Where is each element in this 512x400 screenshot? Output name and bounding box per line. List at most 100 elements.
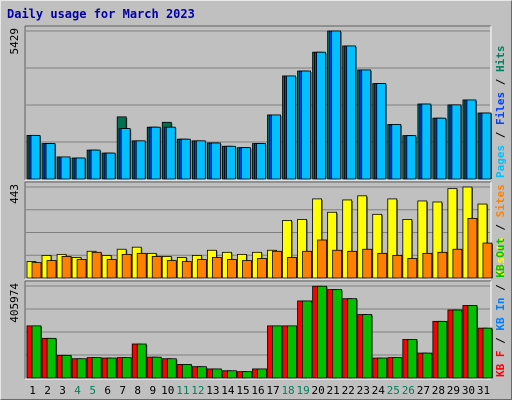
x-tick-label: 14	[221, 384, 235, 397]
x-tick-label: 27	[417, 384, 430, 397]
bar-pages	[376, 83, 387, 180]
x-tick-label: 15	[236, 384, 249, 397]
bar-pages	[90, 149, 101, 180]
legend: KB F / KB In / KB Out	[494, 238, 507, 377]
x-tick-label: 24	[372, 384, 386, 397]
bar-kb-out	[437, 320, 448, 379]
bar-pages	[391, 124, 402, 180]
bar-sites	[151, 256, 162, 279]
bar-visits	[372, 213, 383, 279]
bar-kb-out	[76, 358, 87, 379]
bar-sites	[407, 258, 418, 279]
bar-sites	[227, 259, 237, 279]
x-tick-label: 9	[149, 384, 156, 397]
bar-sites	[166, 260, 177, 279]
bar-kb-out	[196, 366, 207, 379]
bar-visits	[447, 188, 458, 279]
x-tick-label: 25	[387, 384, 400, 397]
bar-pages	[451, 104, 462, 180]
bar-sites	[482, 242, 493, 279]
bar-kb-out	[377, 357, 388, 379]
x-tick-label: 20	[312, 384, 325, 397]
bar-kb-out	[302, 300, 312, 379]
x-tick-label: 10	[161, 384, 174, 397]
bar-visits	[432, 201, 443, 279]
bar-pages	[436, 117, 447, 180]
bar-visits	[477, 203, 488, 279]
bar-kb-out	[227, 370, 237, 379]
bar-sites	[121, 253, 132, 279]
bar-pages	[361, 69, 372, 180]
bar-sites	[242, 260, 252, 279]
x-tick-label: 19	[296, 384, 309, 397]
x-tick-label: 5	[89, 384, 96, 397]
bar-sites	[211, 257, 222, 279]
legend-entry: KB In	[494, 298, 507, 331]
bar-kb-out	[151, 356, 162, 379]
bar-pages	[286, 75, 296, 180]
bar-visits	[312, 198, 323, 279]
bar-pages	[346, 45, 357, 180]
legend-separator: /	[494, 217, 507, 237]
bar-visits	[342, 199, 353, 279]
x-tick-label: 6	[104, 384, 111, 397]
y-tick-label: 405974	[8, 283, 21, 323]
x-tick-label: 11	[176, 384, 189, 397]
bar-kb-out	[392, 357, 403, 379]
bar-kb-out	[482, 327, 493, 379]
x-tick-label: 1	[29, 384, 36, 397]
bar-sites	[91, 251, 102, 279]
x-tick-label: 18	[281, 384, 294, 397]
bar-kb-out	[362, 314, 373, 379]
bar-sites	[257, 258, 267, 279]
y-tick-label: 5429	[8, 28, 21, 55]
bar-visits	[387, 198, 398, 279]
bar-pages	[466, 99, 477, 180]
bar-pages	[165, 126, 176, 180]
legend-entry: KB F	[494, 351, 507, 378]
bar-pages	[331, 30, 342, 180]
bar-sites	[287, 257, 297, 279]
bar-pages	[30, 134, 41, 180]
bar-kb-out	[242, 371, 252, 379]
legend: Visits / Sites	[494, 184, 507, 277]
legend-entry: Sites	[494, 184, 507, 217]
bar-sites	[362, 248, 373, 279]
bar-sites	[437, 251, 448, 279]
legend-separator: /	[494, 331, 507, 351]
x-tick-label: 26	[402, 384, 415, 397]
legend-separator: /	[494, 278, 507, 298]
bar-pages	[60, 156, 71, 180]
bar-pages	[105, 152, 116, 180]
bar-sites	[136, 252, 147, 279]
bar-sites	[422, 252, 433, 279]
x-tick-label: 28	[432, 384, 445, 397]
x-tick-label: 4	[74, 384, 81, 397]
bar-kb-out	[181, 364, 192, 379]
bar-kb-out	[166, 358, 177, 379]
bar-sites	[61, 256, 72, 279]
x-tick-label: 13	[206, 384, 219, 397]
x-tick-label: 12	[191, 384, 204, 397]
bar-sites	[347, 250, 358, 279]
x-tick-label: 17	[266, 384, 279, 397]
bar-pages	[271, 114, 281, 180]
bar-sites	[467, 218, 478, 279]
bar-pages	[150, 126, 161, 180]
bar-sites	[377, 252, 388, 279]
bar-sites	[106, 259, 117, 279]
bar-sites	[76, 259, 87, 279]
y-tick-label: 443	[8, 184, 21, 204]
bar-pages	[316, 51, 327, 180]
bar-pages	[135, 140, 146, 180]
bar-kb-out	[287, 325, 297, 379]
bar-kb-out	[272, 325, 282, 379]
bar-kb-out	[211, 368, 222, 379]
bar-sites	[272, 250, 282, 279]
legend-entry: Files	[494, 92, 507, 125]
bar-kb-out	[452, 309, 463, 379]
bar-visits	[417, 200, 428, 279]
panel-3: 405974 KB F / KB In / KB Out	[8, 238, 507, 380]
